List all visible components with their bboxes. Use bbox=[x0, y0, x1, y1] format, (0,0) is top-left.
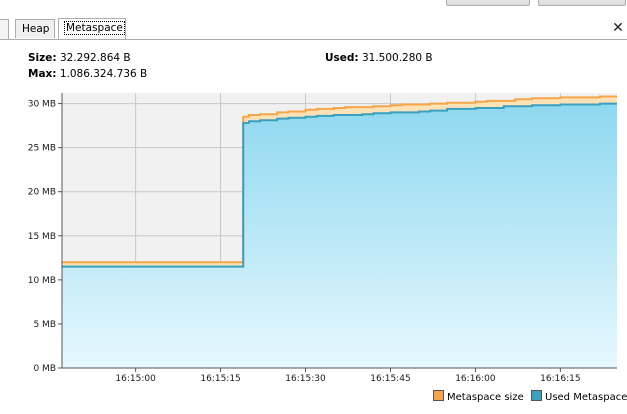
size-value: 32.292.864 B bbox=[59, 52, 131, 64]
y-tick-label: 20 MB bbox=[28, 188, 56, 198]
x-tick-label: 16:15:15 bbox=[200, 374, 240, 384]
tab-heap-label: Heap bbox=[22, 23, 50, 35]
y-tick-label: 30 MB bbox=[28, 100, 56, 110]
used-value: 31.500.280 B bbox=[361, 52, 433, 64]
tab-heap[interactable]: Heap bbox=[15, 19, 55, 38]
size-label: Size: bbox=[28, 52, 57, 64]
used-stat: Used: 31.500.280 B bbox=[325, 52, 433, 64]
x-tick-label: 16:15:00 bbox=[115, 374, 156, 384]
max-label: Max: bbox=[28, 68, 57, 80]
legend-used-metaspace: Used Metaspace bbox=[531, 390, 627, 403]
metaspace-size-line bbox=[62, 95, 617, 264]
used-metaspace-area bbox=[62, 103, 617, 368]
top-button-left[interactable] bbox=[446, 0, 530, 6]
y-tick-label: 10 MB bbox=[28, 276, 56, 286]
size-stat: Size: 32.292.864 B bbox=[28, 52, 131, 64]
x-tick-label: 16:16:00 bbox=[455, 374, 496, 384]
y-tick-label: 0 MB bbox=[33, 364, 56, 374]
legend-metaspace-size: Metaspace size bbox=[433, 390, 524, 403]
tab-metaspace-label: Metaspace bbox=[64, 21, 125, 35]
x-tick-label: 16:15:45 bbox=[370, 374, 410, 384]
tab-metaspace[interactable]: Metaspace bbox=[58, 18, 126, 39]
x-tick-label: 16:16:15 bbox=[540, 374, 580, 384]
used-label: Used: bbox=[325, 52, 359, 64]
legend-swatch-metaspace-size bbox=[433, 390, 444, 401]
max-value: 1.086.324.736 B bbox=[59, 68, 148, 80]
legend-label-used-metaspace: Used Metaspace bbox=[545, 392, 627, 403]
tab-scroll-left[interactable] bbox=[0, 19, 9, 39]
y-tick-label: 25 MB bbox=[28, 144, 56, 154]
max-stat: Max: 1.086.324.736 B bbox=[28, 68, 147, 80]
close-icon[interactable]: ✕ bbox=[612, 20, 624, 36]
tab-bar: Heap Metaspace bbox=[0, 18, 627, 40]
top-button-right[interactable] bbox=[538, 0, 626, 6]
y-tick-label: 15 MB bbox=[28, 232, 56, 242]
used-metaspace-line bbox=[62, 102, 617, 268]
legend-label-metaspace-size: Metaspace size bbox=[447, 392, 524, 403]
x-tick-label: 16:15:30 bbox=[285, 374, 326, 384]
y-tick-label: 5 MB bbox=[33, 320, 56, 330]
legend-swatch-used-metaspace bbox=[531, 390, 542, 401]
